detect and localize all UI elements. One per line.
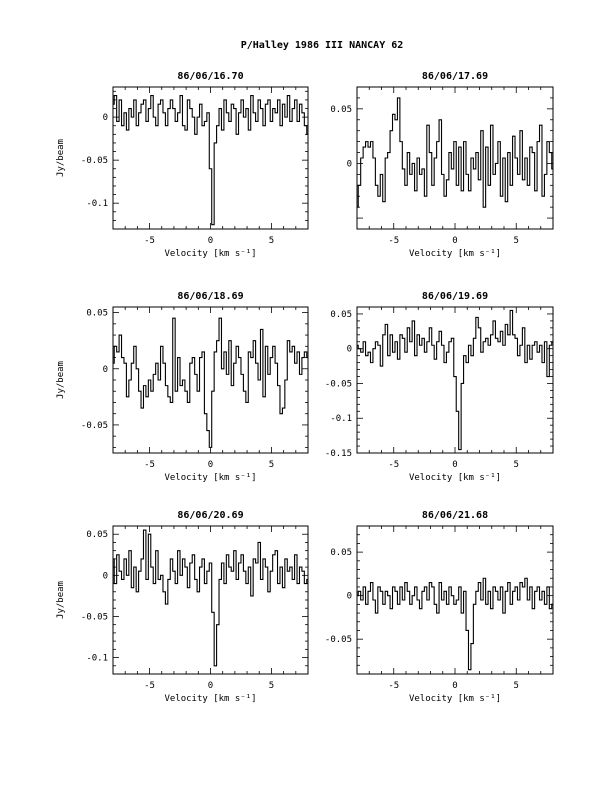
panel-3: -5 0 5 0.05 0 -0.05 86/06/18.69 Velocity [km s⁻… — [56, 291, 309, 483]
x-tick-label: -5 — [388, 681, 399, 691]
x-tick-label: -5 — [388, 460, 399, 470]
plot-frame — [112, 306, 309, 454]
x-tick-label: 5 — [269, 236, 274, 246]
y-tick-label: 0 — [347, 159, 352, 169]
plot-frame — [356, 306, 554, 454]
spectrum-line — [357, 97, 553, 208]
x-tick-label: 5 — [269, 460, 274, 470]
x-tick-label: 5 — [514, 681, 519, 691]
plot-frame — [356, 525, 554, 675]
panel-1: -5 0 5 0 -0.05 -0.1 86/06/16.70 Velocity [km s⁻… — [56, 71, 309, 259]
x-tick-label: 0 — [452, 460, 457, 470]
x-tick-label: 5 — [514, 236, 519, 246]
x-tick-label: 0 — [208, 460, 213, 470]
spectrum-line — [357, 309, 553, 451]
spectrum-line — [113, 529, 308, 667]
y-axis-label: Jy/beam — [56, 581, 66, 619]
y-tick-label: 0 — [347, 592, 352, 602]
x-tick-label: 0 — [208, 681, 213, 691]
x-axis-label: Velocity [km s⁻¹] — [164, 694, 256, 704]
panel-title: 86/06/18.69 — [177, 291, 243, 302]
x-tick-label: -5 — [144, 681, 155, 691]
x-axis-label: Velocity [km s⁻¹] — [164, 473, 256, 483]
y-tick-label: 0.05 — [86, 309, 108, 319]
y-tick-label: 0.05 — [330, 548, 352, 558]
spectrum-line — [357, 577, 553, 671]
x-axis-label: Velocity [km s⁻¹] — [409, 473, 501, 483]
y-axis-label: Jy/beam — [56, 361, 66, 399]
panel-4: -5 0 5 0.05 0 -0.05 -0.1 -0.15 86/06/19.69 Veloci… — [325, 291, 554, 483]
panel-title: 86/06/20.69 — [177, 510, 243, 521]
y-tick-label: 0 — [103, 365, 108, 375]
y-axis-label: Jy/beam — [56, 139, 66, 177]
x-tick-label: 0 — [208, 236, 213, 246]
x-tick-label: 0 — [452, 236, 457, 246]
y-tick-label: -0.15 — [325, 449, 352, 459]
x-tick-label: -5 — [388, 236, 399, 246]
x-axis-label: Velocity [km s⁻¹] — [409, 249, 501, 259]
panel-title: 86/06/16.70 — [177, 71, 243, 82]
plot-frame — [112, 86, 309, 230]
panels: -5 0 5 0 -0.05 -0.1 86/06/16.70 Velocity [km s⁻… — [56, 71, 554, 704]
figure-title: P/Halley 1986 III NANCAY 62 — [241, 40, 404, 51]
x-tick-label: 0 — [452, 681, 457, 691]
y-tick-label: 0.05 — [86, 530, 108, 540]
y-tick-label: -0.05 — [325, 379, 352, 389]
y-tick-label: -0.1 — [86, 199, 108, 209]
x-tick-label: -5 — [144, 460, 155, 470]
y-tick-label: 0.05 — [330, 310, 352, 320]
y-tick-label: -0.05 — [81, 612, 108, 622]
panel-6: -5 0 5 0.05 0 -0.05 86/06/21.68 Velocity [km s⁻… — [325, 510, 554, 704]
panel-title: 86/06/21.68 — [422, 510, 488, 521]
x-tick-label: 5 — [269, 681, 274, 691]
x-axis-label: Velocity [km s⁻¹] — [164, 249, 256, 259]
x-tick-label: -5 — [144, 236, 155, 246]
panel-title: 86/06/17.69 — [422, 71, 488, 82]
x-tick-label: 5 — [514, 460, 519, 470]
plot-frame — [112, 525, 309, 675]
spectrum-line — [113, 95, 308, 226]
y-tick-label: 0 — [347, 345, 352, 355]
y-tick-label: -0.05 — [325, 635, 352, 645]
panel-2: -5 0 5 0.05 0 86/06/17.69 Velocity [km s⁻¹] — [330, 71, 554, 259]
y-tick-label: -0.1 — [330, 414, 352, 424]
x-axis-label: Velocity [km s⁻¹] — [409, 694, 501, 704]
y-tick-label: 0 — [103, 571, 108, 581]
y-tick-label: 0 — [103, 113, 108, 123]
spectrum-line — [113, 317, 308, 448]
y-tick-label: -0.05 — [81, 421, 108, 431]
panel-title: 86/06/19.69 — [422, 291, 488, 302]
y-tick-label: -0.05 — [81, 156, 108, 166]
y-tick-label: -0.1 — [86, 654, 108, 664]
y-tick-label: 0.05 — [330, 105, 352, 115]
panel-5: -5 0 5 0.05 0 -0.05 -0.1 86/06/20.69 Velocity [k… — [56, 510, 309, 704]
